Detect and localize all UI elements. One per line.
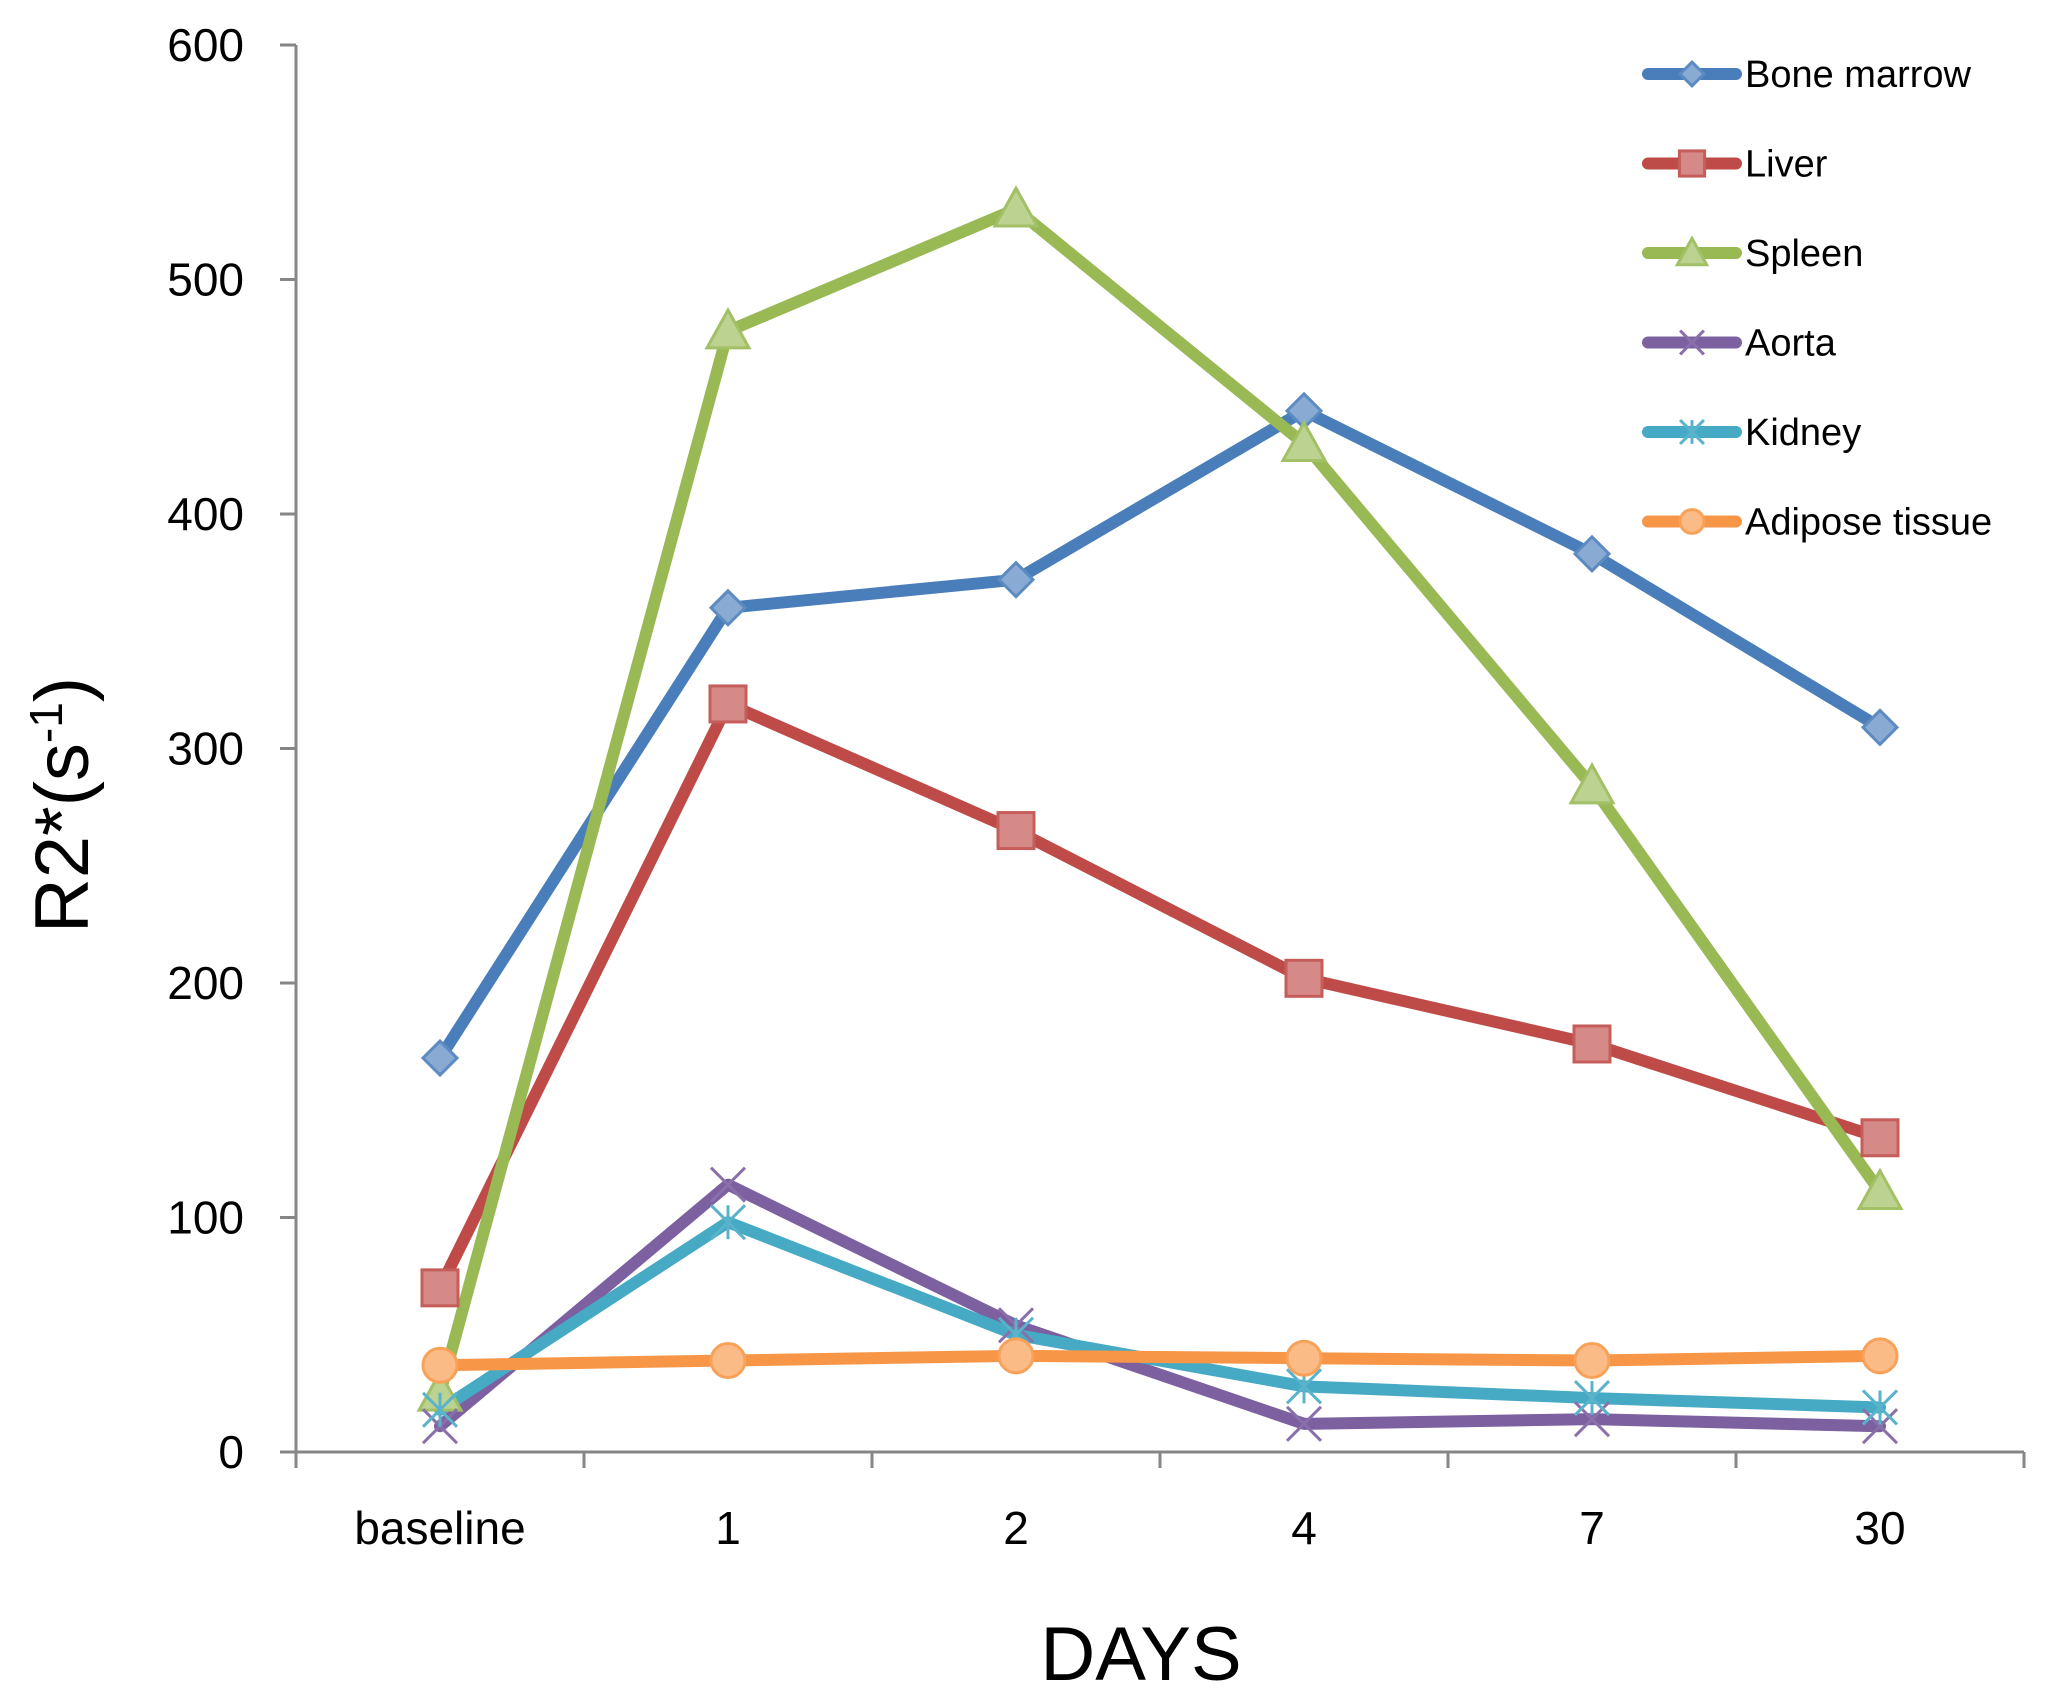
legend-label-aorta: Aorta [1745, 323, 1837, 365]
data-point-spleen [1568, 761, 1616, 805]
y-axis-title: R2*(s-1) [20, 677, 105, 933]
legend-label-liver: Liver [1745, 144, 1828, 186]
data-point-spleen [1856, 1167, 1904, 1211]
legend-marker-liver [1677, 149, 1707, 178]
series-line-spleen [434, 203, 1886, 1400]
legend-marker-bone-marrow [1677, 59, 1707, 89]
data-point-liver [1860, 1118, 1900, 1158]
legend-label-kidney: Kidney [1745, 412, 1861, 454]
series-line-bone-marrow [434, 404, 1886, 1065]
data-point-bone-marrow [1572, 534, 1612, 573]
legend-marker-spleen [1674, 235, 1710, 267]
data-point-liver [708, 684, 748, 724]
series-line-liver [434, 697, 1886, 1294]
legend-label-spleen: Spleen [1745, 233, 1863, 275]
data-point-adipose-tissue [709, 1342, 747, 1380]
data-point-kidney [421, 1391, 459, 1428]
y-tick-label: 600 [167, 19, 244, 71]
data-point-bone-marrow [708, 588, 748, 627]
data-point-aorta [1285, 1405, 1323, 1442]
x-tick-label: baseline [354, 1502, 525, 1554]
series-markers [416, 185, 1904, 1445]
y-tick-label: 0 [218, 1426, 244, 1478]
data-point-liver [420, 1268, 460, 1308]
data-point-bone-marrow [996, 560, 1036, 599]
data-point-liver [1572, 1024, 1612, 1064]
y-tick-label: 300 [167, 723, 244, 775]
y-tick-label: 200 [167, 957, 244, 1009]
x-tick-label: 4 [1291, 1502, 1317, 1554]
data-point-liver [1284, 958, 1324, 998]
legend-label-adipose-tissue: Adipose tissue [1745, 502, 1992, 544]
series-lines [434, 203, 1886, 1433]
y-axis-title-superscript: -1 [20, 702, 72, 743]
data-point-spleen [992, 185, 1040, 228]
legend-marker-aorta [1679, 329, 1705, 356]
data-point-liver [996, 811, 1036, 851]
series-line-aorta [434, 1178, 1886, 1433]
x-tick-label: 1 [715, 1502, 741, 1554]
data-point-kidney [1861, 1389, 1899, 1426]
data-point-spleen [1280, 419, 1328, 462]
data-point-adipose-tissue [421, 1346, 459, 1384]
series-line-adipose-tissue [434, 1349, 1886, 1372]
y-tick-label: 400 [167, 488, 244, 540]
data-point-adipose-tissue [1573, 1342, 1611, 1380]
data-point-bone-marrow [1860, 708, 1900, 747]
chart-legend: Bone marrow Liver Spleen Aorta Kidney Adipose… [1642, 54, 1992, 544]
data-point-aorta [709, 1166, 747, 1203]
data-point-aorta [1861, 1408, 1899, 1445]
chart-axes: 0 100 200 300 400 500 600 baseline 1 2 4 7 30 [167, 19, 2026, 1554]
data-point-bone-marrow [420, 1038, 460, 1078]
x-axis-title: DAYS [1040, 1612, 1241, 1697]
data-point-kidney [709, 1204, 747, 1241]
data-point-spleen [704, 307, 752, 350]
y-axis-title-close: ) [20, 677, 105, 702]
x-tick-label: 30 [1854, 1502, 1905, 1554]
data-point-adipose-tissue [1285, 1339, 1323, 1377]
legend-marker-adipose-tissue [1678, 508, 1706, 535]
y-tick-label: 100 [167, 1192, 244, 1244]
data-point-kidney [1573, 1379, 1611, 1417]
y-tick-label: 500 [167, 254, 244, 306]
data-point-adipose-tissue [997, 1337, 1035, 1375]
data-point-adipose-tissue [1861, 1337, 1899, 1375]
x-tick-label: 7 [1579, 1502, 1605, 1554]
x-tick-label: 2 [1003, 1502, 1029, 1554]
legend-label-bone-marrow: Bone marrow [1745, 54, 1972, 96]
legend-marker-kidney [1679, 419, 1705, 445]
y-axis-title-main: R2*(s [20, 743, 105, 933]
